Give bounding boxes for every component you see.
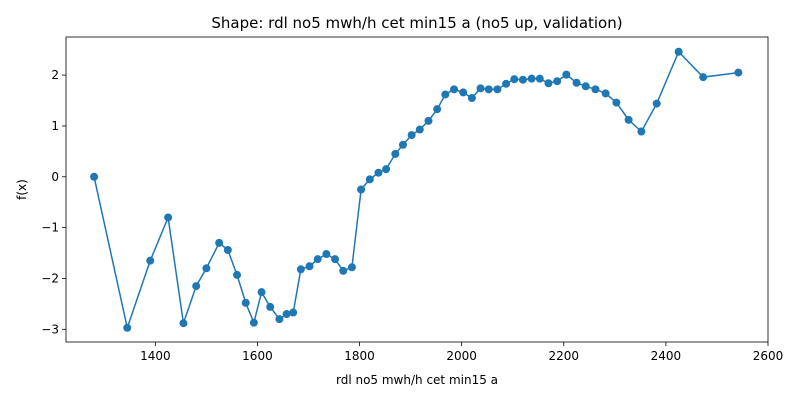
- data-point: [339, 266, 348, 275]
- data-point: [601, 89, 610, 98]
- y-tick-label: 1: [51, 119, 59, 133]
- data-point: [572, 78, 581, 87]
- data-point: [699, 73, 708, 82]
- x-tick-label: 2200: [549, 349, 580, 363]
- data-point: [734, 68, 743, 77]
- data-point: [357, 185, 366, 194]
- data-point: [241, 298, 250, 307]
- x-axis-label: rdl no5 mwh/h cet min15 a: [336, 373, 498, 387]
- data-point: [450, 85, 459, 94]
- data-point: [544, 79, 553, 88]
- data-point: [493, 85, 502, 94]
- data-point: [282, 310, 291, 319]
- y-tick-label: −3: [41, 322, 59, 336]
- data-point: [146, 256, 155, 265]
- data-point: [424, 116, 433, 125]
- data-point: [215, 238, 224, 247]
- x-tick-label: 1400: [140, 349, 171, 363]
- x-tick-label: 1800: [344, 349, 375, 363]
- data-point: [365, 175, 374, 184]
- data-point: [502, 79, 511, 88]
- y-axis: −3 −2 −1 0 1 2: [41, 68, 66, 336]
- data-point: [202, 264, 211, 273]
- data-point: [562, 70, 571, 79]
- data-point: [249, 318, 258, 327]
- data-point: [407, 131, 416, 140]
- x-axis: 1400 1600 1800 2000 2200 2400 2600: [140, 342, 783, 363]
- data-point: [347, 263, 356, 272]
- data-point: [391, 149, 400, 158]
- data-point: [415, 125, 424, 134]
- data-point: [518, 75, 527, 84]
- data-point: [637, 127, 646, 136]
- data-point: [179, 319, 188, 328]
- x-tick-label: 2600: [753, 349, 784, 363]
- data-point: [296, 265, 305, 274]
- series-layer: [90, 47, 743, 332]
- y-tick-label: −1: [41, 221, 59, 235]
- plot-frame: [65, 36, 769, 343]
- data-point: [223, 245, 232, 254]
- chart-title: Shape: rdl no5 mwh/h cet min15 a (no5 up…: [211, 14, 622, 32]
- data-point: [331, 255, 340, 264]
- data-point: [535, 74, 544, 83]
- data-point: [382, 165, 391, 174]
- data-point: [652, 99, 661, 108]
- data-point: [527, 74, 536, 83]
- data-point: [233, 270, 242, 279]
- y-tick-label: 2: [51, 68, 59, 82]
- y-tick-label: −2: [41, 271, 59, 285]
- data-point: [476, 84, 485, 93]
- data-point: [305, 262, 314, 271]
- data-point: [612, 98, 621, 107]
- data-point: [164, 213, 173, 222]
- data-point: [484, 85, 493, 94]
- data-point: [192, 282, 201, 291]
- plot-area: [65, 36, 769, 343]
- data-point: [123, 323, 132, 332]
- data-point: [313, 255, 322, 264]
- x-tick-label: 2000: [446, 349, 477, 363]
- data-point: [322, 250, 331, 259]
- data-point: [467, 94, 476, 102]
- data-point: [433, 105, 442, 114]
- data-point: [674, 47, 683, 56]
- y-axis-label: f(x): [15, 179, 29, 200]
- data-point: [90, 172, 99, 181]
- data-point: [581, 82, 590, 91]
- data-point: [624, 115, 633, 124]
- data-point: [553, 77, 562, 86]
- data-point: [374, 168, 383, 177]
- series-line: [93, 50, 739, 331]
- data-point: [289, 308, 298, 317]
- data-point: [510, 75, 519, 84]
- y-tick-label: 0: [51, 170, 59, 184]
- data-point: [591, 85, 600, 94]
- data-point: [275, 315, 284, 324]
- x-tick-label: 1600: [242, 349, 273, 363]
- data-point: [266, 302, 275, 311]
- x-tick-label: 2400: [651, 349, 682, 363]
- data-point: [257, 288, 266, 297]
- data-point: [459, 88, 468, 97]
- data-point: [441, 90, 450, 99]
- data-point: [398, 140, 407, 149]
